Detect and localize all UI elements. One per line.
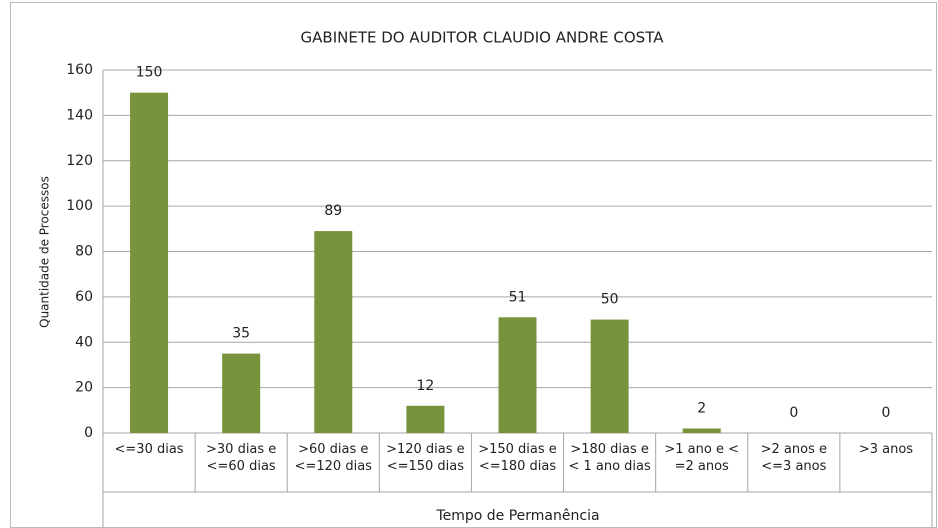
- bar: [130, 92, 169, 433]
- y-tick-label: 160: [66, 62, 93, 78]
- x-tick-label-box: >150 dias e <=180 dias: [478, 442, 557, 474]
- y-tick-label: 100: [66, 198, 93, 214]
- x-tick-label-box: >3 anos: [858, 442, 914, 457]
- bar: [682, 428, 721, 433]
- data-label: 0: [881, 405, 890, 421]
- data-label: 35: [232, 326, 250, 342]
- x-tick-label-box: >2 anos e <=3 anos: [760, 442, 827, 474]
- data-label: 12: [416, 378, 434, 394]
- x-tick-label: >3 anos: [858, 442, 914, 457]
- x-tick-label-box: >180 dias e < 1 ano dias: [568, 442, 651, 474]
- bar: [498, 317, 537, 433]
- chart-title: GABINETE DO AUDITOR CLAUDIO ANDRE COSTA: [301, 29, 665, 47]
- y-tick-label: 120: [66, 153, 93, 169]
- x-tick-label: >1 ano e < =2 anos: [664, 442, 740, 474]
- y-tick-label: 0: [84, 425, 93, 441]
- bar: [590, 319, 629, 433]
- x-tick-label: >150 dias e <=180 dias: [478, 442, 557, 474]
- bar: [314, 231, 353, 433]
- y-tick-label: 80: [75, 244, 93, 260]
- bar: [222, 353, 261, 433]
- x-tick-label: >120 dias e <=150 dias: [386, 442, 465, 474]
- y-tick-label: 40: [75, 334, 93, 350]
- data-label: 89: [324, 203, 342, 219]
- x-tick-label: >180 dias e < 1 ano dias: [568, 442, 651, 474]
- x-axis-title: Tempo de Permanência: [435, 508, 599, 524]
- x-tick-label: >60 dias e <=120 dias: [294, 442, 372, 474]
- data-label: 0: [789, 405, 798, 421]
- y-tick-label: 60: [75, 289, 93, 305]
- data-label: 150: [136, 65, 163, 81]
- x-tick-label: <=30 dias: [114, 442, 184, 457]
- x-tick-label-box: <=30 dias: [114, 442, 184, 457]
- data-label: 2: [697, 400, 706, 416]
- x-tick-label: >30 dias e <=60 dias: [206, 442, 277, 474]
- data-label: 50: [601, 292, 619, 308]
- y-tick-label: 20: [75, 380, 93, 396]
- y-axis-title: Quantidade de Processos: [38, 176, 52, 328]
- x-tick-label-box: >120 dias e <=150 dias: [386, 442, 465, 474]
- y-tick-label: 140: [66, 107, 93, 123]
- x-tick-label-box: >30 dias e <=60 dias: [206, 442, 277, 474]
- x-tick-label-box: >1 ano e < =2 anos: [664, 442, 740, 474]
- x-tick-label-box: >60 dias e <=120 dias: [294, 442, 372, 474]
- data-label: 51: [509, 289, 527, 305]
- bar: [406, 405, 445, 433]
- x-tick-label: >2 anos e <=3 anos: [760, 442, 827, 474]
